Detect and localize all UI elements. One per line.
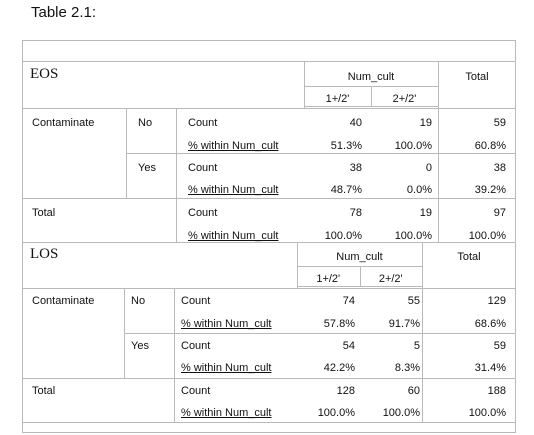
row-subgroup-label: Yes: [131, 340, 149, 352]
body-divider: [174, 288, 175, 422]
body-divider: [438, 108, 439, 242]
group-line: [22, 198, 516, 199]
value-total: 188: [487, 385, 506, 397]
value-total: 100.0%: [468, 407, 506, 419]
statistic-label: % within Num_cult: [188, 140, 279, 152]
value-col2: 91.7%: [388, 318, 420, 330]
value-col1: 128: [336, 385, 355, 397]
header-divider: [297, 242, 298, 288]
statistic-label: Count: [181, 385, 211, 397]
table-top-band: [22, 40, 516, 62]
section-bottom-line: [22, 422, 516, 423]
header-divider: [304, 62, 305, 108]
row-subgroup-label: Yes: [138, 162, 156, 174]
value-col2: 60: [407, 385, 420, 397]
statistic-label: % within Num_cult: [181, 318, 272, 330]
value-col1: 48.7%: [330, 184, 362, 196]
column-total-header: Total: [457, 251, 481, 263]
group-line: [22, 378, 516, 379]
value-col2: 19: [419, 117, 432, 129]
value-total: 68.6%: [474, 318, 506, 330]
statistic-label: Count: [181, 340, 211, 352]
statistic-label: % within Num_cult: [188, 184, 279, 196]
row-group-label: Total: [32, 385, 56, 397]
value-total: 100.0%: [468, 230, 506, 242]
value-col1: 74: [342, 295, 355, 307]
statistic-label: % within Num_cult: [181, 407, 272, 419]
value-col2: 19: [419, 207, 432, 219]
value-total: 97: [493, 207, 506, 219]
column-header-1: 1+/2': [316, 273, 341, 285]
column-header-2: 2+/2': [378, 273, 403, 285]
value-col1: 100.0%: [324, 230, 362, 242]
value-col1: 51.3%: [330, 140, 362, 152]
table-frame: [22, 40, 516, 433]
value-col2: 0.0%: [406, 184, 432, 196]
value-col2: 8.3%: [394, 362, 420, 374]
header-divider: [371, 86, 372, 106]
section-bottom-line: [22, 242, 516, 243]
value-col2: 5: [413, 340, 420, 352]
value-total: 59: [493, 340, 506, 352]
value-col2: 0: [425, 162, 432, 174]
column-header-2: 2+/2': [392, 93, 417, 105]
body-divider: [176, 108, 177, 242]
subgroup-line: [124, 333, 516, 334]
header-divider: [422, 242, 423, 288]
body-divider: [124, 288, 125, 378]
statistic-label: Count: [188, 207, 218, 219]
header-divider: [359, 266, 361, 286]
value-col2: 55: [407, 295, 420, 307]
value-col1: 57.8%: [323, 318, 355, 330]
column-header-1: 1+/2': [325, 93, 350, 105]
row-group-label: Contaminate: [32, 295, 95, 307]
value-col2: 100.0%: [394, 140, 432, 152]
statistic-label: Count: [181, 295, 211, 307]
value-col1: 78: [349, 207, 362, 219]
statistic-label: % within Num_cult: [188, 230, 279, 242]
column-total-header: Total: [465, 71, 489, 83]
value-col1: 100.0%: [317, 407, 355, 419]
body-top-line: [22, 288, 516, 289]
value-total: 39.2%: [474, 184, 506, 196]
row-subgroup-label: No: [138, 117, 153, 129]
value-total: 60.8%: [474, 140, 506, 152]
column-group-header: Num_cult: [347, 71, 395, 83]
table-title: EOS: [30, 66, 59, 82]
row-subgroup-label: No: [131, 295, 146, 307]
row-group-label: Total: [32, 207, 56, 219]
value-total: 59: [493, 117, 506, 129]
value-col1: 42.2%: [323, 362, 355, 374]
body-top-line: [22, 108, 516, 109]
body-divider: [126, 108, 127, 198]
column-group-header: Num_cult: [336, 251, 383, 263]
value-col1: 38: [349, 162, 362, 174]
statistic-label: Count: [188, 162, 218, 174]
value-total: 31.4%: [474, 362, 506, 374]
value-col2: 100.0%: [394, 230, 432, 242]
row-group-label: Contaminate: [32, 117, 95, 129]
value-col1: 40: [349, 117, 362, 129]
header-line: [297, 286, 422, 287]
value-total: 38: [493, 162, 506, 174]
table-title: LOS: [30, 246, 59, 262]
body-divider: [422, 288, 423, 422]
statistic-label: Count: [188, 117, 218, 129]
header-divider: [438, 62, 439, 108]
statistic-label: % within Num_cult: [181, 362, 272, 374]
value-col1: 54: [342, 340, 355, 352]
value-col2: 100.0%: [382, 407, 420, 419]
table-caption: Table 2.1:: [31, 4, 97, 21]
subgroup-line: [126, 153, 516, 154]
header-line: [304, 106, 438, 107]
value-total: 129: [487, 295, 506, 307]
